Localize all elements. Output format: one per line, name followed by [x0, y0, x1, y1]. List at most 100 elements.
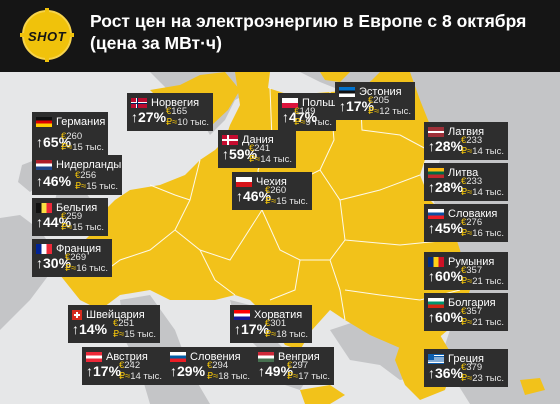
ruble-approx-icon: ₽≈: [206, 371, 219, 382]
price-rub: 15 тыс.: [72, 142, 104, 153]
price-eur: 205: [373, 95, 390, 106]
belgium-flag-icon: [36, 203, 52, 213]
price-values: €276 ₽≈16 тыс.: [461, 217, 504, 239]
country-card-netherlands: Нидерланды ↑46% €256 ₽≈15 тыс.: [32, 155, 122, 195]
euro-icon: €: [74, 170, 81, 181]
euro-icon: €: [460, 306, 467, 317]
denmark-flag-icon: [222, 135, 238, 145]
croatia-flag-icon: [234, 310, 250, 320]
price-values: €379 ₽≈23 тыс.: [461, 362, 504, 384]
country-card-croatia: Хорватия ↑17% €301 ₽≈18 тыс.: [230, 305, 312, 343]
price-rub: 21 тыс.: [472, 317, 504, 328]
euro-icon: €: [286, 360, 293, 371]
slovenia-flag-icon: [170, 352, 186, 362]
euro-icon: €: [294, 106, 300, 117]
poland-flag-icon: [282, 98, 298, 108]
price-growth-percent: ↑45%: [428, 220, 464, 236]
price-rub: 15 тыс.: [72, 222, 104, 233]
arrow-up-icon: ↑: [36, 134, 43, 150]
romania-flag-icon: [428, 257, 444, 267]
country-card-poland: Польша ↑47% €149 ₽≈9 тыс.: [278, 93, 343, 131]
czechia-flag-icon: [236, 177, 252, 187]
euro-icon: €: [264, 185, 271, 196]
price-eur: 242: [124, 360, 141, 371]
price-values: €260 ₽≈15 тыс.: [61, 131, 104, 153]
price-values: €294 ₽≈18 тыс.: [207, 360, 250, 382]
euro-icon: €: [112, 318, 119, 329]
price-eur: 301: [270, 318, 287, 329]
euro-icon: €: [64, 252, 71, 263]
arrow-up-icon: ↑: [131, 109, 138, 125]
arrow-up-icon: ↑: [86, 363, 93, 379]
price-eur: 251: [118, 318, 135, 329]
price-eur: 297: [292, 360, 309, 371]
price-growth-percent: ↑46%: [236, 188, 272, 204]
price-rub: 18 тыс.: [276, 329, 308, 340]
country-name: Хорватия: [254, 309, 303, 321]
country-card-estonia: Эстония ↑17% €205 ₽≈12 тыс.: [335, 82, 415, 120]
country-name: Болгария: [448, 297, 496, 309]
euro-icon: €: [460, 362, 467, 373]
ruble-approx-icon: ₽≈: [286, 371, 299, 382]
ruble-approx-icon: ₽≈: [74, 181, 87, 192]
price-eur: 233: [466, 176, 483, 187]
page-title: Рост цен на электроэнергию в Европе с 8 …: [90, 10, 550, 54]
ruble-approx-icon: ₽≈: [460, 228, 473, 239]
ruble-approx-icon: ₽≈: [248, 154, 261, 165]
price-rub: 14 тыс.: [472, 146, 504, 157]
ruble-approx-icon: ₽≈: [460, 146, 473, 157]
arrow-up-icon: ↑: [428, 309, 435, 325]
price-values: €205 ₽≈12 тыс.: [368, 95, 411, 117]
country-card-hungary: Венгрия ↑49% €297 ₽≈17 тыс.: [254, 347, 334, 385]
hungary-flag-icon: [258, 352, 274, 362]
switzerland-flag-icon: [72, 310, 82, 320]
country-card-greece: Греция ↑36% €379 ₽≈23 тыс.: [424, 349, 508, 387]
price-values: €357 ₽≈21 тыс.: [461, 265, 504, 287]
ruble-approx-icon: ₽≈: [60, 222, 73, 233]
country-card-lithuania: Литва ↑28% €233 ₽≈14 тыс.: [424, 163, 508, 201]
price-growth-percent: ↑30%: [36, 255, 72, 271]
austria-flag-icon: [86, 352, 102, 362]
price-rub: 23 тыс.: [472, 373, 504, 384]
country-name: Нидерланды: [56, 159, 122, 171]
price-rub: 14 тыс.: [472, 187, 504, 198]
estonia-flag-icon: [339, 87, 355, 97]
arrow-up-icon: ↑: [36, 173, 43, 189]
price-growth-percent: ↑36%: [428, 365, 464, 381]
price-rub: 14 тыс.: [260, 154, 292, 165]
price-rub: 21 тыс.: [472, 276, 504, 287]
euro-icon: €: [118, 360, 125, 371]
country-name: Польша: [302, 97, 343, 109]
arrow-up-icon: ↑: [72, 321, 79, 337]
price-growth-percent: ↑27%: [131, 109, 167, 125]
arrow-up-icon: ↑: [222, 146, 229, 162]
price-values: €301 ₽≈18 тыс.: [265, 318, 308, 340]
bulgaria-flag-icon: [428, 298, 444, 308]
euro-icon: €: [206, 360, 213, 371]
title-line-1: Рост цен на электроэнергию в Европе с 8 …: [90, 11, 527, 31]
price-eur: 379: [466, 362, 483, 373]
arrow-up-icon: ↑: [428, 179, 435, 195]
euro-icon: €: [60, 211, 67, 222]
price-values: €259 ₽≈15 тыс.: [61, 211, 104, 233]
price-eur: 259: [66, 211, 83, 222]
price-values: €297 ₽≈17 тыс.: [287, 360, 330, 382]
euro-icon: €: [460, 176, 467, 187]
price-values: €241 ₽≈14 тыс.: [249, 143, 292, 165]
country-card-latvia: Латвия ↑28% €233 ₽≈14 тыс.: [424, 122, 508, 160]
price-values: €149 ₽≈9 тыс.: [294, 106, 332, 128]
price-growth-percent: ↑17%: [339, 98, 375, 114]
arrow-up-icon: ↑: [36, 214, 43, 230]
header-bar: SHOT Рост цен на электроэнергию в Европе…: [0, 0, 560, 72]
price-values: €357 ₽≈21 тыс.: [461, 306, 504, 328]
country-name: Греция: [448, 353, 484, 365]
price-rub: 16 тыс.: [472, 228, 504, 239]
arrow-up-icon: ↑: [258, 363, 265, 379]
country-card-france: Франция ↑30% €269 ₽≈16 тыс.: [32, 239, 112, 277]
arrow-up-icon: ↑: [170, 363, 177, 379]
ruble-approx-icon: ₽≈: [165, 117, 178, 128]
price-growth-percent: ↑59%: [222, 146, 258, 162]
country-name: Словакия: [448, 208, 498, 220]
price-growth-percent: ↑49%: [258, 363, 294, 379]
price-eur: 269: [70, 252, 87, 263]
